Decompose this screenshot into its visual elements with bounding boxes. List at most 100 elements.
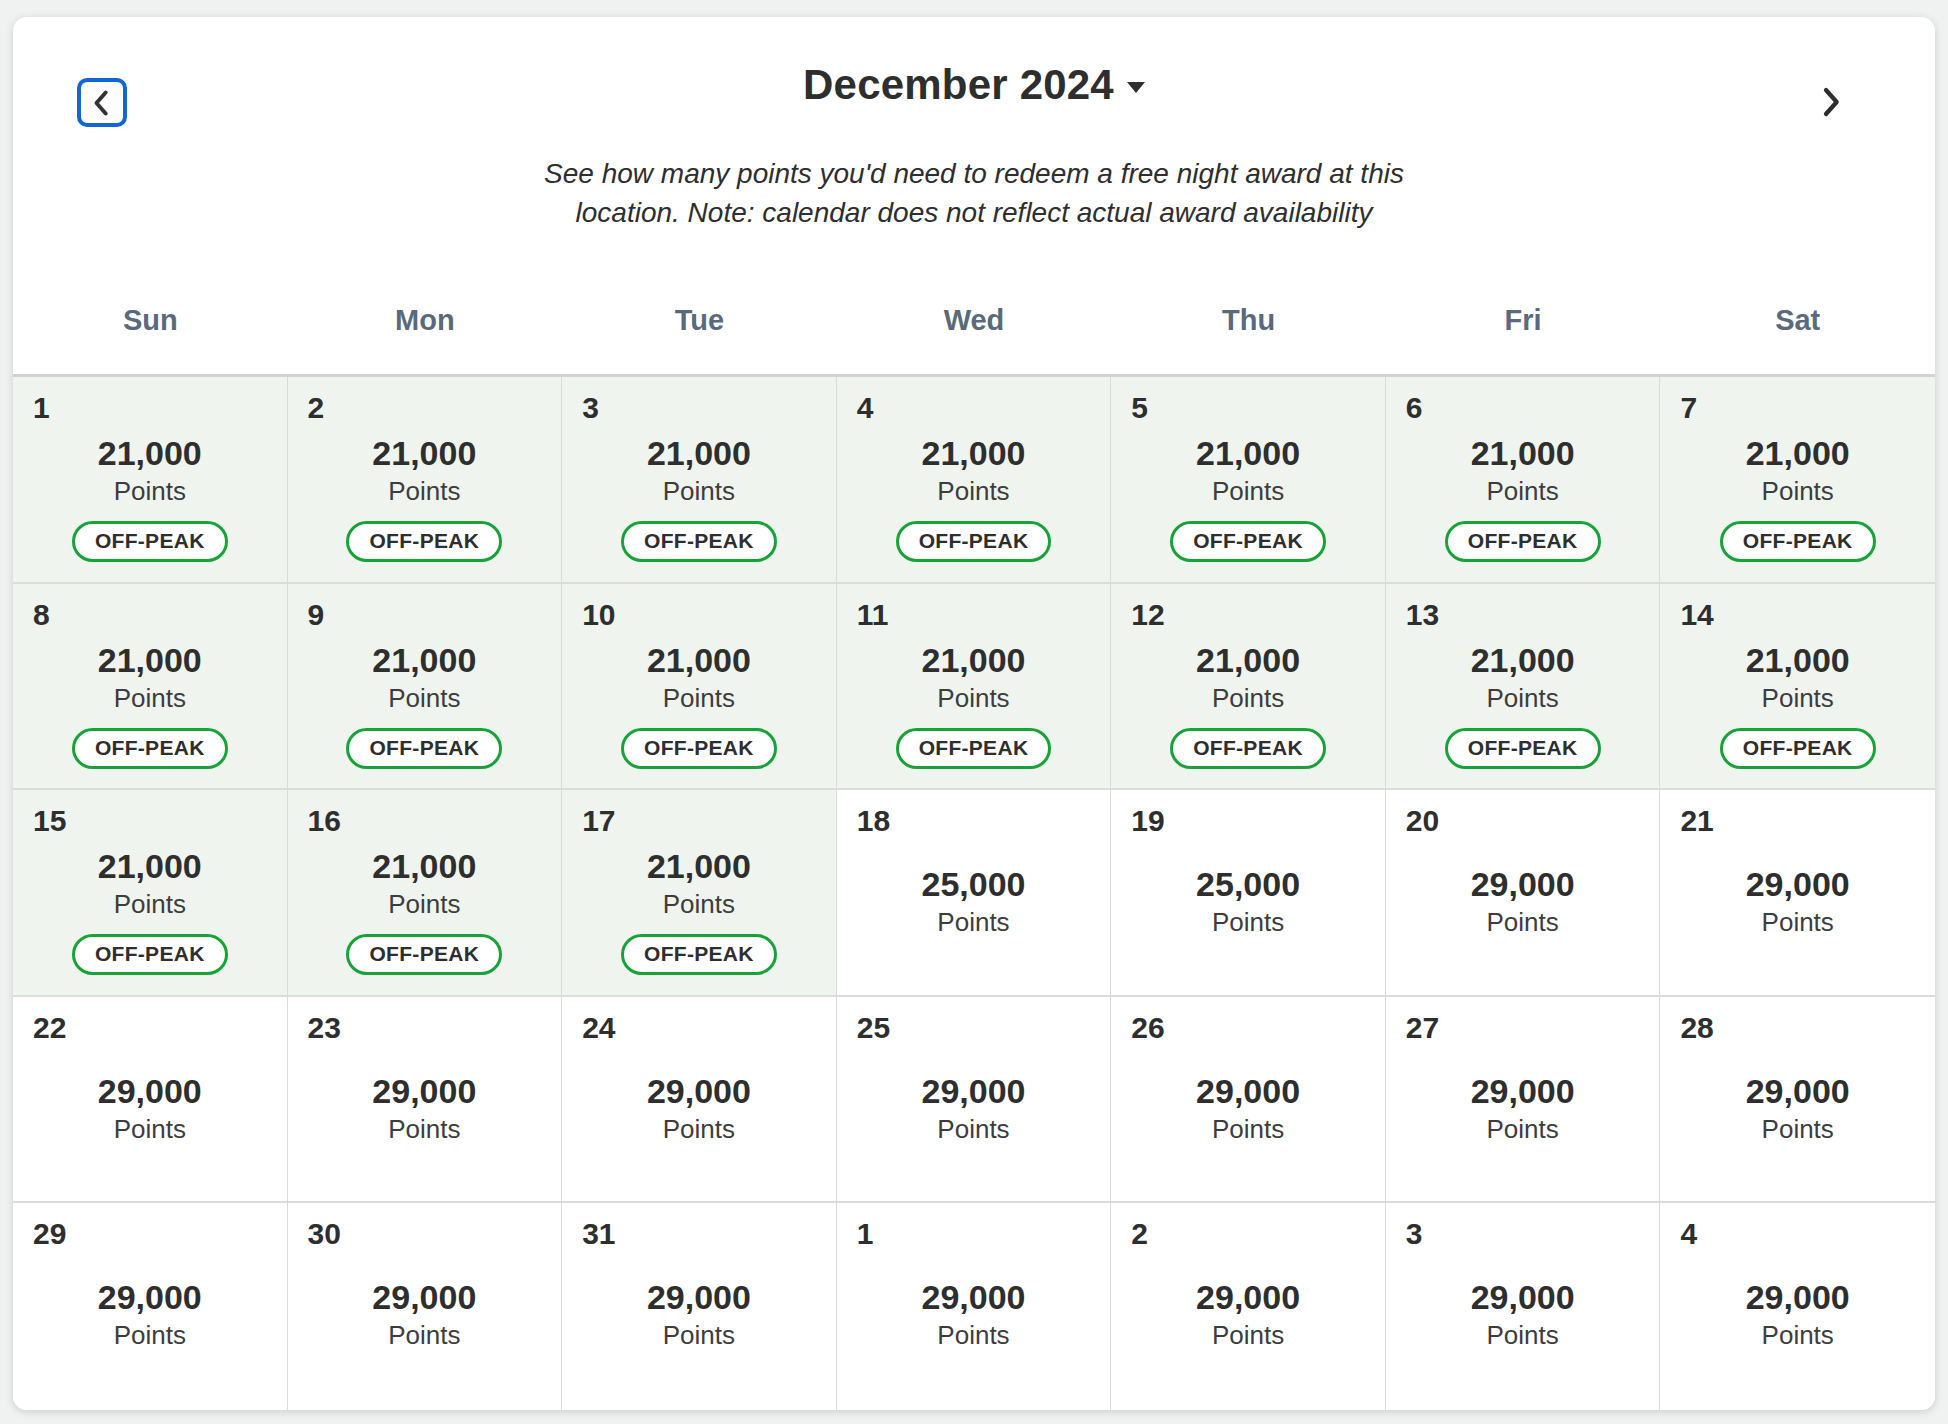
off-peak-badge: OFF-PEAK xyxy=(346,728,502,769)
chevron-down-icon xyxy=(1127,82,1145,93)
points-value: 29,000 xyxy=(1471,863,1575,905)
points-value: 29,000 xyxy=(647,1276,751,1318)
off-peak-badge: OFF-PEAK xyxy=(1170,728,1326,769)
day-cell-content: 29,000 Points xyxy=(1111,1276,1385,1352)
day-number: 2 xyxy=(308,389,325,427)
calendar-day-cell: 21 29,000 Points xyxy=(1660,790,1935,997)
points-value: 29,000 xyxy=(98,1276,202,1318)
points-value: 21,000 xyxy=(98,639,202,681)
day-cell-content: 21,000 Points OFF-PEAK xyxy=(13,639,287,769)
calendar-day-cell: 5 21,000 Points OFF-PEAK xyxy=(1111,377,1386,584)
points-label: Points xyxy=(1487,906,1559,939)
day-number: 6 xyxy=(1406,389,1423,427)
calendar-day-cell: 4 21,000 Points OFF-PEAK xyxy=(837,377,1112,584)
day-number: 27 xyxy=(1406,1009,1439,1047)
day-cell-content: 21,000 Points OFF-PEAK xyxy=(1111,639,1385,769)
day-number: 12 xyxy=(1131,596,1164,634)
points-value: 21,000 xyxy=(921,639,1025,681)
weekday-label: Mon xyxy=(288,300,563,340)
points-value: 21,000 xyxy=(372,639,476,681)
calendar-day-cell: 22 29,000 Points xyxy=(13,997,288,1204)
day-number: 28 xyxy=(1680,1009,1713,1047)
day-number: 18 xyxy=(857,802,890,840)
points-label: Points xyxy=(388,888,460,921)
calendar-day-cell: 28 29,000 Points xyxy=(1660,997,1935,1204)
off-peak-badge: OFF-PEAK xyxy=(72,934,228,975)
day-cell-content: 21,000 Points OFF-PEAK xyxy=(562,639,836,769)
off-peak-badge: OFF-PEAK xyxy=(346,521,502,562)
points-label: Points xyxy=(1762,475,1834,508)
day-number: 4 xyxy=(1680,1215,1697,1253)
calendar-day-cell: 1 21,000 Points OFF-PEAK xyxy=(13,377,288,584)
calendar-day-cell: 18 25,000 Points xyxy=(837,790,1112,997)
calendar-day-cell: 23 29,000 Points xyxy=(288,997,563,1204)
points-label: Points xyxy=(114,475,186,508)
points-value: 29,000 xyxy=(1746,863,1850,905)
calendar-day-cell: 24 29,000 Points xyxy=(562,997,837,1204)
calendar-day-cell: 31 29,000 Points xyxy=(562,1203,837,1410)
calendar-day-cell: 26 29,000 Points xyxy=(1111,997,1386,1204)
day-cell-content: 21,000 Points OFF-PEAK xyxy=(13,432,287,562)
day-cell-content: 29,000 Points xyxy=(837,1070,1111,1146)
next-month-button[interactable] xyxy=(1807,79,1853,125)
day-cell-content: 21,000 Points OFF-PEAK xyxy=(288,432,562,562)
points-value: 29,000 xyxy=(921,1070,1025,1112)
calendar-day-cell: 1 29,000 Points xyxy=(837,1203,1112,1410)
day-number: 30 xyxy=(308,1215,341,1253)
points-value: 21,000 xyxy=(372,845,476,887)
day-cell-content: 29,000 Points xyxy=(1111,1070,1385,1146)
day-cell-content: 29,000 Points xyxy=(13,1276,287,1352)
day-cell-content: 21,000 Points OFF-PEAK xyxy=(1660,639,1935,769)
day-cell-content: 29,000 Points xyxy=(562,1276,836,1352)
points-value: 29,000 xyxy=(1196,1070,1300,1112)
points-label: Points xyxy=(114,682,186,715)
points-label: Points xyxy=(388,475,460,508)
calendar-day-cell: 2 21,000 Points OFF-PEAK xyxy=(288,377,563,584)
day-cell-content: 29,000 Points xyxy=(288,1276,562,1352)
day-cell-content: 21,000 Points OFF-PEAK xyxy=(288,845,562,975)
day-cell-content: 29,000 Points xyxy=(1386,863,1660,939)
day-number: 25 xyxy=(857,1009,890,1047)
off-peak-badge: OFF-PEAK xyxy=(1445,521,1601,562)
weekday-label: Wed xyxy=(837,300,1112,340)
points-value: 21,000 xyxy=(921,432,1025,474)
day-number: 14 xyxy=(1680,596,1713,634)
award-calendar-card: December 2024 See how many points you'd … xyxy=(13,17,1935,1410)
calendar-day-cell: 19 25,000 Points xyxy=(1111,790,1386,997)
off-peak-badge: OFF-PEAK xyxy=(1720,521,1876,562)
points-label: Points xyxy=(1212,475,1284,508)
day-number: 21 xyxy=(1680,802,1713,840)
calendar-day-cell: 13 21,000 Points OFF-PEAK xyxy=(1386,584,1661,791)
points-value: 29,000 xyxy=(647,1070,751,1112)
calendar-day-cell: 30 29,000 Points xyxy=(288,1203,563,1410)
points-label: Points xyxy=(937,1319,1009,1352)
day-cell-content: 29,000 Points xyxy=(13,1070,287,1146)
points-value: 21,000 xyxy=(1746,432,1850,474)
points-label: Points xyxy=(663,475,735,508)
day-number: 17 xyxy=(582,802,615,840)
points-label: Points xyxy=(388,1319,460,1352)
off-peak-badge: OFF-PEAK xyxy=(896,728,1052,769)
month-selector[interactable]: December 2024 xyxy=(13,59,1935,111)
weekday-label: Sat xyxy=(1660,300,1935,340)
calendar-day-cell: 11 21,000 Points OFF-PEAK xyxy=(837,584,1112,791)
calendar-day-cell: 27 29,000 Points xyxy=(1386,997,1661,1204)
weekday-header-row: Sun Mon Tue Wed Thu Fri Sat xyxy=(13,300,1935,340)
weekday-label: Fri xyxy=(1386,300,1661,340)
points-label: Points xyxy=(937,682,1009,715)
points-value: 21,000 xyxy=(98,432,202,474)
calendar-day-cell: 29 29,000 Points xyxy=(13,1203,288,1410)
day-number: 10 xyxy=(582,596,615,634)
day-number: 3 xyxy=(582,389,599,427)
day-number: 24 xyxy=(582,1009,615,1047)
calendar-day-cell: 8 21,000 Points OFF-PEAK xyxy=(13,584,288,791)
points-value: 29,000 xyxy=(1471,1070,1575,1112)
calendar-day-cell: 2 29,000 Points xyxy=(1111,1203,1386,1410)
weekday-label: Sun xyxy=(13,300,288,340)
day-number: 29 xyxy=(33,1215,66,1253)
day-number: 1 xyxy=(857,1215,874,1253)
points-value: 21,000 xyxy=(647,845,751,887)
off-peak-badge: OFF-PEAK xyxy=(1720,728,1876,769)
points-label: Points xyxy=(388,682,460,715)
points-label: Points xyxy=(663,682,735,715)
